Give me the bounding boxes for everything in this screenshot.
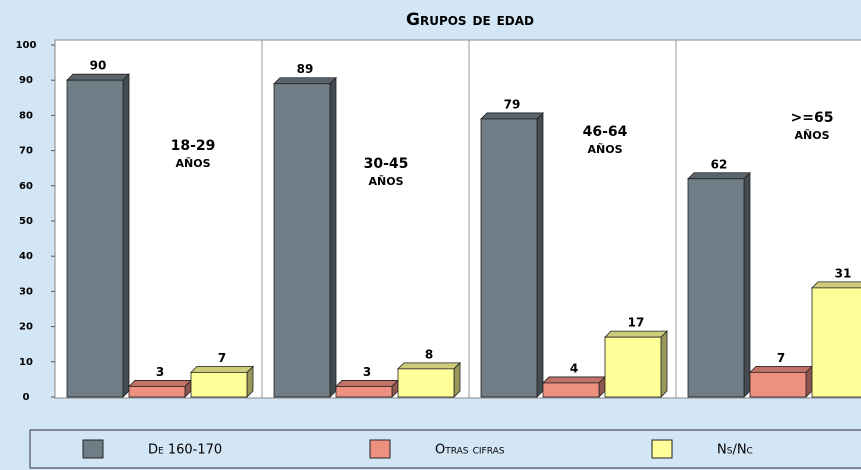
bar-top <box>398 363 460 369</box>
bar-top <box>191 366 253 372</box>
bar <box>67 80 123 397</box>
bar <box>812 288 861 397</box>
value-label: 8 <box>425 347 433 361</box>
bar-top <box>274 78 336 84</box>
bar-top <box>688 173 750 179</box>
value-label: 7 <box>777 351 785 365</box>
bar-side <box>123 74 129 397</box>
bar-top <box>481 113 543 119</box>
bar-top <box>750 366 812 372</box>
bar <box>274 84 330 397</box>
y-tick-label: 50 <box>19 216 33 227</box>
y-tick-label: 30 <box>19 286 33 297</box>
category-note: AÑOS <box>369 175 404 188</box>
y-tick-label: 70 <box>19 146 33 157</box>
bar-top <box>812 282 861 288</box>
value-label: 17 <box>628 316 645 330</box>
category-note: AÑOS <box>588 143 623 156</box>
bar-top <box>543 377 605 383</box>
bar-side <box>330 78 336 397</box>
value-label: 4 <box>570 361 578 375</box>
value-label: 3 <box>363 365 371 379</box>
category-label: >=65 <box>791 110 834 126</box>
bar <box>750 372 806 397</box>
bar <box>543 383 599 397</box>
value-label: 90 <box>90 59 107 73</box>
category-note: AÑOS <box>795 129 830 142</box>
bar <box>129 386 185 397</box>
value-label: 31 <box>835 266 852 280</box>
value-label: 7 <box>218 351 226 365</box>
y-tick-label: 20 <box>19 322 33 333</box>
y-tick-label: 0 <box>23 392 30 403</box>
category-label: 30-45 <box>364 156 409 172</box>
category-label: 46-64 <box>583 124 628 140</box>
bar-top <box>129 380 191 386</box>
legend-swatch <box>652 440 672 458</box>
y-tick-label: 40 <box>19 251 33 262</box>
chart: Grupos de edad 0 10 20 30 40 50 60 70 80 90 100 90 3… <box>0 0 861 470</box>
bar-top <box>336 380 398 386</box>
legend-label: Otras cifras <box>435 443 505 458</box>
bar <box>336 386 392 397</box>
legend-swatch <box>370 440 390 458</box>
bar <box>481 119 537 397</box>
category-note: AÑOS <box>176 157 211 170</box>
value-label: 79 <box>504 97 521 111</box>
bar-top <box>605 331 667 337</box>
category-label: 18-29 <box>171 138 216 154</box>
y-tick-label: 10 <box>19 357 33 368</box>
value-label: 62 <box>711 157 728 171</box>
bar <box>605 337 661 397</box>
bar-top <box>67 74 129 80</box>
value-label: 89 <box>297 62 314 76</box>
bar <box>688 179 744 397</box>
bar-side <box>661 331 667 397</box>
y-tick-label: 100 <box>16 40 37 51</box>
y-tick-label: 80 <box>19 110 33 121</box>
bar-side <box>744 173 750 397</box>
bar <box>398 369 454 397</box>
y-tick-label: 60 <box>19 181 33 192</box>
legend-label: De 160-170 <box>148 443 222 458</box>
value-label: 3 <box>156 365 164 379</box>
y-tick-label: 90 <box>19 75 33 86</box>
chart-title: Grupos de edad <box>406 10 534 30</box>
legend-swatch <box>83 440 103 458</box>
bar-side <box>537 113 543 397</box>
legend-label: Ns/Nc <box>717 443 753 458</box>
bar <box>191 372 247 397</box>
